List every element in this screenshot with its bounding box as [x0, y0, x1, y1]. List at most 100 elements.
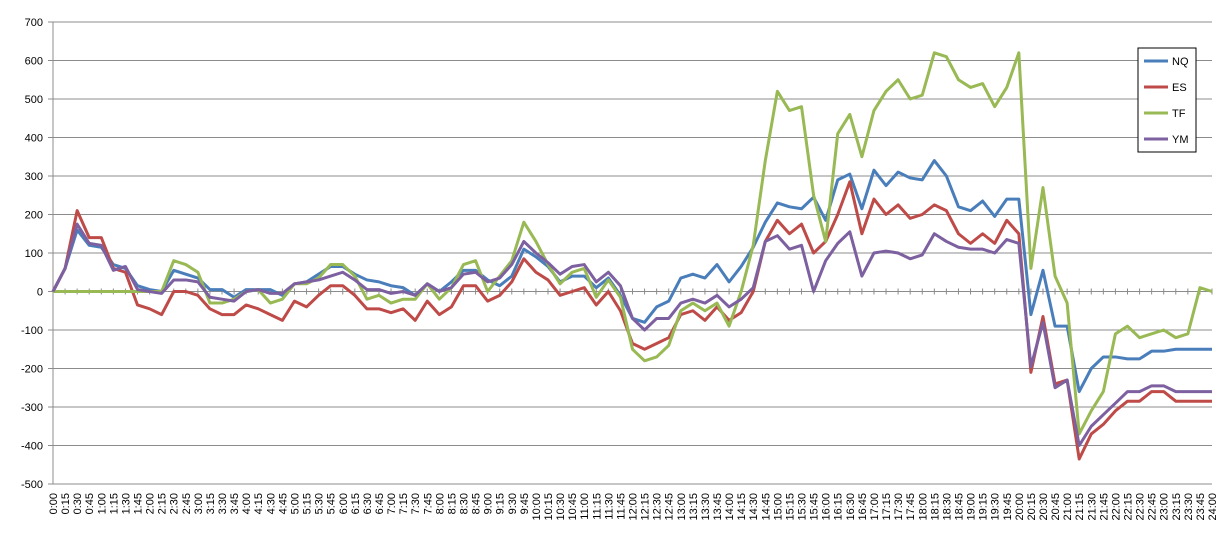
- x-tick-label: 11:15: [591, 493, 603, 520]
- x-tick-label: 15:15: [784, 493, 796, 521]
- x-tick-label: 0:45: [84, 493, 96, 514]
- x-tick-label: 5:45: [326, 493, 338, 514]
- x-tick-label: 24:00: [1207, 493, 1219, 521]
- x-tick-label: 18:45: [953, 493, 965, 521]
- x-tick-label: 2:45: [181, 493, 193, 514]
- x-tick-label: 20:15: [1026, 493, 1038, 521]
- x-tick-label: 17:00: [869, 493, 881, 521]
- x-tick-label: 12:30: [652, 493, 664, 521]
- x-tick-label: 3:30: [217, 493, 229, 514]
- x-tick-label: 7:15: [398, 493, 410, 514]
- x-tick-label: 20:45: [1050, 493, 1062, 521]
- x-tick-label: 6:00: [338, 493, 350, 514]
- x-tick-label: 10:15: [543, 493, 555, 521]
- series-line: [53, 51, 1213, 436]
- x-tick-label: 16:30: [845, 493, 857, 521]
- x-tick-label: 1:15: [108, 493, 120, 514]
- x-tick-label: 11:45: [615, 493, 627, 520]
- x-tick-label: 22:30: [1135, 493, 1147, 521]
- x-tick-label: 2:00: [145, 493, 157, 514]
- x-tick-label: 8:30: [458, 493, 470, 514]
- x-tick-label: 21:30: [1086, 493, 1098, 521]
- x-tick-label: 5:00: [289, 493, 301, 514]
- x-tick-label: 16:45: [857, 493, 869, 521]
- x-tick-label: 19:45: [1002, 493, 1014, 521]
- x-tick-label: 18:00: [917, 493, 929, 521]
- y-tick-label: -400: [21, 441, 43, 453]
- x-tick-label: 14:30: [748, 493, 760, 521]
- x-tick-label: 13:00: [676, 493, 688, 521]
- y-tick-label: -300: [21, 402, 43, 414]
- y-tick-label: -500: [21, 479, 43, 491]
- x-tick-label: 0:00: [48, 493, 60, 514]
- x-tick-label: 15:00: [772, 493, 784, 521]
- x-tick-label: 11:00: [579, 493, 591, 520]
- legend-label: TF: [1172, 108, 1186, 120]
- x-tick-label: 9:45: [519, 493, 531, 514]
- y-tick-label: 500: [25, 94, 43, 106]
- x-tick-label: 19:30: [990, 493, 1002, 521]
- x-tick-label: 17:15: [881, 493, 893, 521]
- series-line: [51, 159, 1212, 394]
- x-tick-label: 4:15: [253, 493, 265, 514]
- x-tick-label: 21:45: [1098, 493, 1110, 521]
- x-tick-label: 9:00: [483, 493, 495, 514]
- x-tick-label: 1:00: [96, 493, 108, 514]
- x-tick-label: 4:00: [241, 493, 253, 514]
- x-tick-label: 14:15: [736, 493, 748, 521]
- x-tick-label: 3:45: [229, 493, 241, 514]
- x-tick-label: 20:30: [1038, 493, 1050, 521]
- x-tick-label: 7:00: [386, 493, 398, 514]
- x-tick-label: 23:45: [1195, 493, 1207, 521]
- y-tick-label: 700: [25, 17, 43, 29]
- x-tick-label: 2:30: [169, 493, 181, 514]
- y-tick-label: -200: [21, 364, 43, 376]
- x-tick-label: 14:45: [760, 493, 772, 521]
- x-tick-label: 22:15: [1122, 493, 1134, 521]
- x-tick-label: 6:45: [374, 493, 386, 514]
- legend-label: YM: [1172, 134, 1189, 146]
- x-tick-label: 16:15: [833, 493, 845, 521]
- x-tick-label: 7:45: [422, 493, 434, 514]
- y-tick-label: 100: [25, 248, 43, 260]
- x-tick-label: 8:00: [434, 493, 446, 514]
- legend-box: [1137, 47, 1197, 153]
- x-tick-label: 23:00: [1159, 493, 1171, 521]
- x-tick-label: 17:45: [905, 493, 917, 521]
- x-tick-label: 14:00: [724, 493, 736, 521]
- x-tick-label: 5:30: [314, 493, 326, 514]
- x-tick-label: 1:30: [120, 493, 132, 514]
- x-tick-label: 13:30: [700, 493, 712, 521]
- x-tick-label: 6:15: [350, 493, 362, 514]
- y-tick-label: -100: [21, 325, 43, 337]
- y-tick-label: 600: [25, 56, 43, 68]
- x-tick-label: 9:30: [507, 493, 519, 514]
- y-tick-label: 0: [37, 287, 43, 299]
- x-tick-label: 13:45: [712, 493, 724, 521]
- x-tick-label: 13:15: [688, 493, 700, 521]
- x-tick-label: 8:45: [471, 493, 483, 514]
- x-tick-label: 21:00: [1062, 493, 1074, 521]
- x-tick-label: 20:00: [1014, 493, 1026, 521]
- x-tick-label: 12:45: [664, 493, 676, 521]
- x-tick-label: 16:00: [821, 493, 833, 521]
- x-tick-label: 15:30: [797, 493, 809, 521]
- x-tick-label: 19:15: [978, 493, 990, 521]
- x-tick-label: 17:30: [893, 493, 905, 521]
- x-tick-label: 10:00: [531, 493, 543, 521]
- x-tick-label: 19:00: [966, 493, 978, 521]
- x-tick-label: 10:45: [567, 493, 579, 521]
- x-tick-label: 12:00: [628, 493, 640, 521]
- x-tick-label: 23:15: [1171, 493, 1183, 521]
- x-tick-label: 1:45: [133, 493, 145, 514]
- x-tick-label: 4:45: [277, 493, 289, 514]
- x-tick-label: 9:15: [495, 493, 507, 514]
- x-tick-label: 12:15: [640, 493, 652, 521]
- series-line: [51, 222, 1212, 447]
- x-tick-label: 2:15: [157, 493, 169, 514]
- legend-label: NQ: [1172, 56, 1189, 68]
- y-tick-label: 300: [25, 171, 43, 183]
- x-tick-label: 23:30: [1183, 493, 1195, 521]
- x-tick-label: 11:30: [603, 493, 615, 520]
